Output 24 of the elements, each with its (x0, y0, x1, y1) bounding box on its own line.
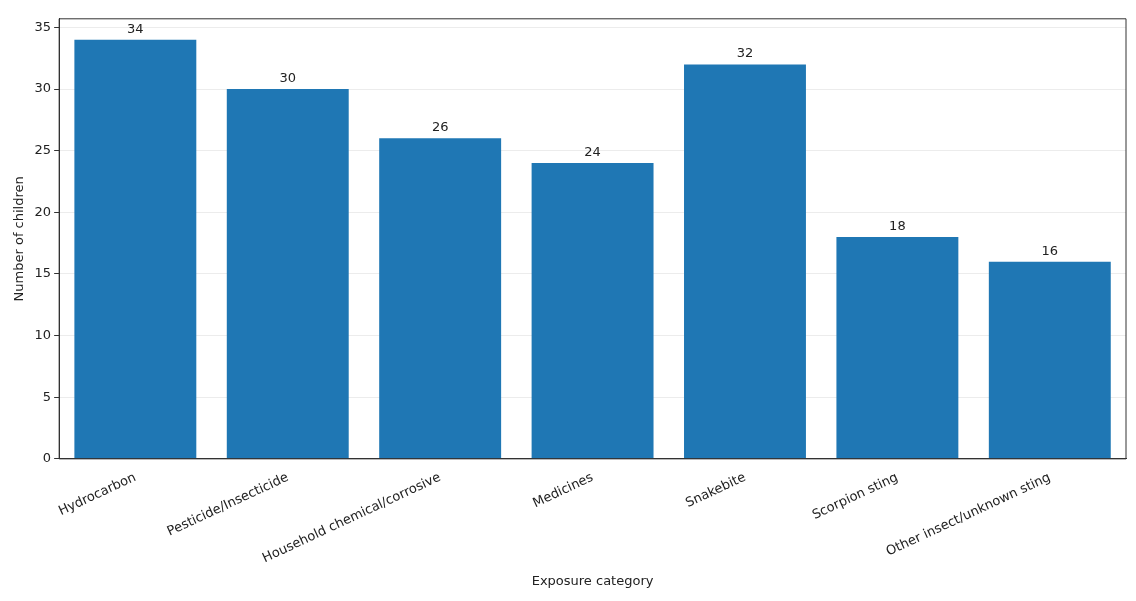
x-axis-title: Exposure category (531, 572, 654, 588)
y-tick-label: 15 (34, 265, 52, 281)
data-label: 32 (736, 45, 754, 61)
y-tick-label: 20 (34, 203, 52, 219)
data-label: 16 (1041, 242, 1059, 258)
bar (379, 138, 502, 459)
data-label: 26 (431, 119, 449, 135)
y-tick-label: 10 (34, 326, 52, 342)
bar (226, 89, 349, 459)
bar (684, 64, 806, 459)
y-tick-label: 30 (34, 80, 52, 96)
data-label: 24 (584, 143, 601, 159)
data-label: 34 (127, 20, 144, 36)
y-axis-title: Number of children (11, 176, 27, 302)
y-tick-label: 0 (42, 450, 52, 466)
bar (988, 261, 1111, 459)
bar (74, 39, 197, 459)
bar (836, 236, 959, 459)
y-tick-label: 35 (34, 18, 52, 34)
y-tick-label: 25 (34, 142, 52, 158)
data-label: 18 (889, 217, 906, 233)
data-label: 30 (279, 69, 297, 85)
y-tick-label: 5 (42, 388, 52, 404)
bar (531, 163, 654, 459)
